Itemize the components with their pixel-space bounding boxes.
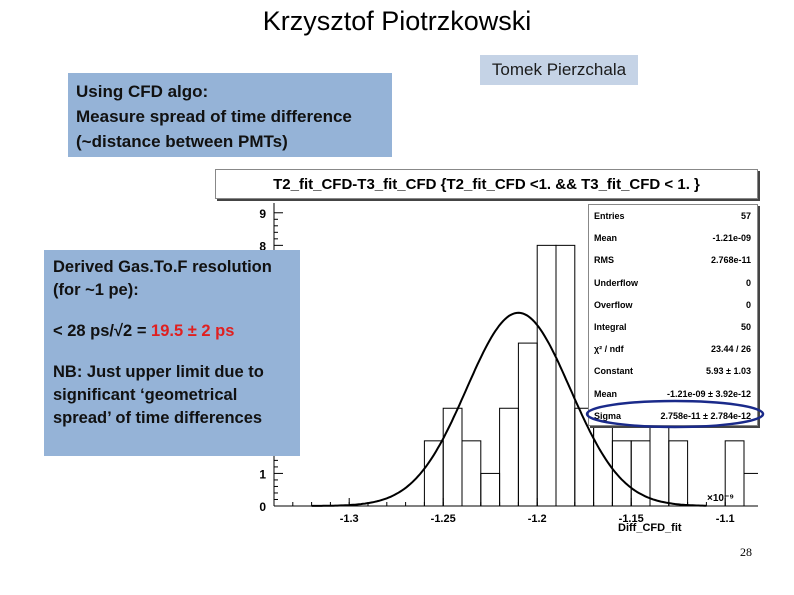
histogram-bin: [668, 440, 689, 507]
resolution-line-2: (for ~1 pe):: [53, 281, 139, 299]
stats-key: Entries: [594, 211, 625, 221]
cfd-line-2: Measure spread of time difference: [76, 107, 352, 126]
sigma-highlight-ellipse: [585, 399, 765, 429]
stats-value: 5.93 ± 1.03: [706, 366, 751, 377]
stats-key: Overflow: [594, 299, 633, 310]
gaussian-fit-curve: [311, 311, 707, 507]
stats-value: 50: [740, 322, 751, 332]
note-line-2: significant ‘geometrical: [53, 386, 238, 404]
stats-value: -1.21e-09: [712, 233, 751, 244]
stats-row: Entries 57: [594, 211, 751, 225]
y-tick-label: 1: [259, 467, 266, 481]
formula-value: 19.5 ± 2 ps: [151, 322, 235, 340]
resolution-formula: < 28 ps/√2 = 19.5 ± 2 ps: [53, 320, 300, 343]
stats-row: Sigma 2.758e-11 ± 2.784e-12: [594, 411, 751, 425]
stats-key: χ² / ndf: [594, 344, 624, 355]
page-number: 28: [740, 545, 752, 559]
stats-row: RMS 2.768e-11: [594, 255, 751, 269]
cfd-method-box: Using CFD algo: Measure spread of time d…: [68, 73, 392, 157]
cfd-line-1: Using CFD algo:: [76, 82, 209, 101]
stats-box: Entries 57 Mean -1.21e-09 RMS 2.768e-11 Underf…: [588, 204, 758, 426]
stats-key: RMS: [594, 255, 614, 266]
stats-row: Mean -1.21e-09: [594, 233, 751, 247]
stats-key: Underflow: [594, 277, 638, 288]
author-label: Tomek Pierzchala: [480, 55, 638, 85]
x-tick-label: -1.25: [431, 513, 456, 525]
stats-value: 2.758e-11 ± 2.784e-12: [660, 410, 751, 421]
x-tick-label: -1.15: [619, 513, 644, 525]
stats-row: Constant 5.93 ± 1.03: [594, 366, 751, 380]
formula-prefix: < 28 ps/√2 =: [53, 322, 152, 340]
y-tick-label: 0: [259, 500, 266, 514]
stats-key: Sigma: [594, 410, 622, 421]
resolution-line-1: Derived Gas.To.F resolution: [53, 258, 272, 276]
x-tick-label: -1.2: [528, 513, 547, 525]
stats-row: Overflow 0: [594, 300, 751, 314]
stats-row: Underflow 0: [594, 278, 751, 292]
x-axis-multiplier: ×10⁻⁹: [707, 493, 734, 504]
stats-key: Integral: [594, 322, 627, 332]
x-tick-label: -1.1: [716, 513, 735, 525]
stats-value: -1.21e-09 ± 3.92e-12: [667, 388, 751, 399]
histogram-bin: [555, 244, 576, 507]
stats-value: 0: [745, 299, 751, 310]
y-tick-label: 9: [259, 207, 266, 221]
note-line-1: NB: Just upper limit due to: [53, 363, 264, 381]
cfd-line-3: (~distance between PMTs): [76, 132, 288, 151]
y-tick-label: 8: [259, 239, 266, 253]
stats-row: Mean -1.21e-09 ± 3.92e-12: [594, 389, 751, 403]
stats-value: 2.768e-11: [710, 255, 751, 266]
histogram-bin: [743, 472, 758, 507]
x-axis-label: Diff_CFD_fit: [618, 522, 682, 534]
stats-value: 0: [745, 277, 751, 288]
stats-value: 23.44 / 26: [710, 344, 751, 355]
resolution-box: Derived Gas.To.F resolution (for ~1 pe):…: [44, 250, 300, 456]
stats-key: Mean: [594, 388, 618, 399]
stats-key: Mean: [594, 233, 618, 244]
histogram-title: T2_fit_CFD-T3_fit_CFD {T2_fit_CFD <1. &&…: [215, 169, 758, 199]
stats-row: Integral 50: [594, 322, 751, 336]
note-line-3: spread’ of time differences: [53, 409, 263, 427]
stats-key: Constant: [594, 366, 633, 377]
stats-row: χ² / ndf 23.44 / 26: [594, 344, 751, 358]
slide-title: Krzysztof Piotrzkowski: [262, 6, 532, 36]
stats-value: 57: [740, 211, 751, 221]
x-tick-label: -1.3: [340, 513, 359, 525]
